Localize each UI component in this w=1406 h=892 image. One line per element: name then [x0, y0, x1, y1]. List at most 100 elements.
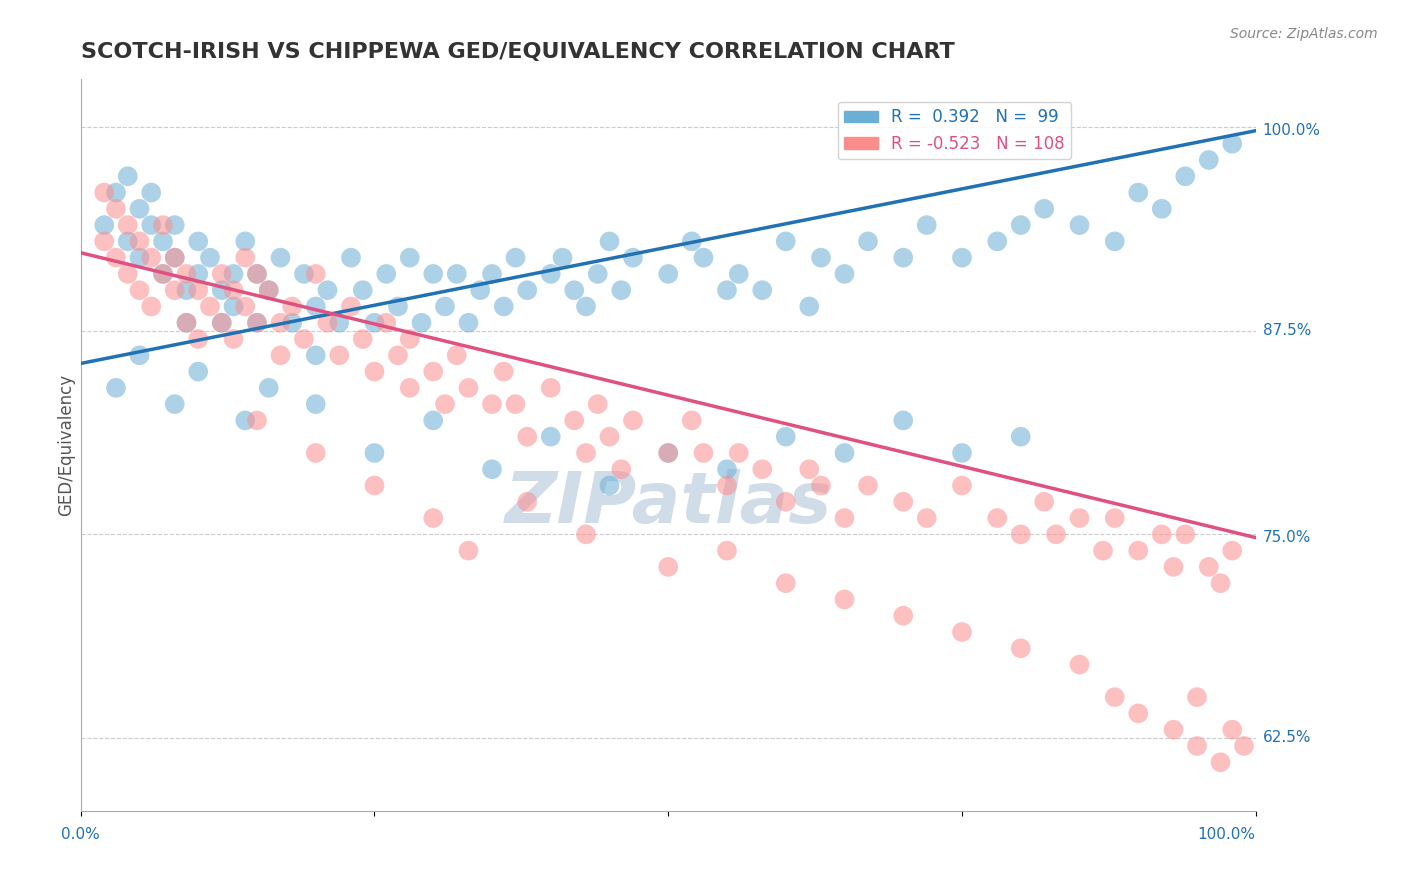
- Chippewa: [246, 316, 269, 330]
- Scotch-Irish: [128, 251, 150, 265]
- Scotch-Irish: [540, 430, 562, 444]
- Scotch-Irish: [810, 251, 832, 265]
- Chippewa: [516, 495, 538, 509]
- Scotch-Irish: [516, 283, 538, 297]
- Scotch-Irish: [152, 235, 174, 249]
- Scotch-Irish: [657, 446, 679, 460]
- Chippewa: [1010, 641, 1032, 656]
- Scotch-Irish: [481, 267, 503, 281]
- Chippewa: [1220, 723, 1243, 737]
- Scotch-Irish: [1010, 430, 1032, 444]
- Chippewa: [152, 218, 174, 232]
- Chippewa: [316, 316, 339, 330]
- Scotch-Irish: [93, 218, 115, 232]
- Chippewa: [257, 283, 280, 297]
- Scotch-Irish: [492, 300, 515, 314]
- Chippewa: [834, 511, 856, 525]
- Chippewa: [187, 283, 209, 297]
- Text: ZIPatlas: ZIPatlas: [505, 469, 832, 538]
- Scotch-Irish: [586, 267, 609, 281]
- Chippewa: [540, 381, 562, 395]
- Scotch-Irish: [363, 316, 385, 330]
- Chippewa: [328, 348, 350, 362]
- Chippewa: [198, 300, 221, 314]
- Scotch-Irish: [152, 267, 174, 281]
- Scotch-Irish: [211, 283, 233, 297]
- Chippewa: [117, 267, 139, 281]
- Chippewa: [516, 430, 538, 444]
- Chippewa: [398, 332, 420, 346]
- Chippewa: [1104, 690, 1126, 705]
- Chippewa: [834, 592, 856, 607]
- Scotch-Irish: [856, 235, 879, 249]
- Scotch-Irish: [562, 283, 585, 297]
- Chippewa: [692, 446, 714, 460]
- Scotch-Irish: [233, 235, 256, 249]
- Chippewa: [269, 316, 291, 330]
- Chippewa: [1209, 756, 1232, 770]
- Chippewa: [681, 413, 703, 427]
- Scotch-Irish: [1128, 186, 1150, 200]
- Scotch-Irish: [222, 300, 245, 314]
- Chippewa: [891, 495, 914, 509]
- Chippewa: [128, 235, 150, 249]
- Chippewa: [562, 413, 585, 427]
- Scotch-Irish: [1104, 235, 1126, 249]
- Chippewa: [446, 348, 468, 362]
- Scotch-Irish: [117, 235, 139, 249]
- Scotch-Irish: [986, 235, 1008, 249]
- Scotch-Irish: [104, 186, 127, 200]
- Scotch-Irish: [233, 413, 256, 427]
- Scotch-Irish: [1220, 136, 1243, 151]
- Scotch-Irish: [834, 446, 856, 460]
- Chippewa: [1104, 511, 1126, 525]
- Chippewa: [104, 251, 127, 265]
- Chippewa: [1185, 690, 1208, 705]
- Text: 100.0%: 100.0%: [1198, 828, 1256, 842]
- Scotch-Irish: [575, 300, 598, 314]
- Legend: R =  0.392   N =  99, R = -0.523   N = 108: R = 0.392 N = 99, R = -0.523 N = 108: [838, 102, 1071, 160]
- Scotch-Irish: [950, 251, 973, 265]
- Chippewa: [1045, 527, 1067, 541]
- Chippewa: [505, 397, 527, 411]
- Chippewa: [775, 576, 797, 591]
- Chippewa: [1233, 739, 1256, 753]
- Scotch-Irish: [657, 267, 679, 281]
- Chippewa: [163, 283, 186, 297]
- Text: 75.0%: 75.0%: [1263, 530, 1310, 545]
- Text: Source: ZipAtlas.com: Source: ZipAtlas.com: [1230, 27, 1378, 41]
- Chippewa: [751, 462, 773, 476]
- Chippewa: [810, 478, 832, 492]
- Chippewa: [457, 381, 479, 395]
- Chippewa: [1010, 527, 1032, 541]
- Chippewa: [433, 397, 456, 411]
- Scotch-Irish: [187, 235, 209, 249]
- Scotch-Irish: [128, 202, 150, 216]
- Chippewa: [950, 478, 973, 492]
- Chippewa: [481, 397, 503, 411]
- Scotch-Irish: [540, 267, 562, 281]
- Chippewa: [222, 332, 245, 346]
- Text: 0.0%: 0.0%: [62, 828, 100, 842]
- Scotch-Irish: [340, 251, 363, 265]
- Scotch-Irish: [246, 267, 269, 281]
- Text: SCOTCH-IRISH VS CHIPPEWA GED/EQUIVALENCY CORRELATION CHART: SCOTCH-IRISH VS CHIPPEWA GED/EQUIVALENCY…: [80, 42, 955, 62]
- Scotch-Irish: [1010, 218, 1032, 232]
- Chippewa: [621, 413, 644, 427]
- Chippewa: [716, 478, 738, 492]
- Scotch-Irish: [751, 283, 773, 297]
- Chippewa: [727, 446, 749, 460]
- Chippewa: [950, 625, 973, 640]
- Scotch-Irish: [799, 300, 821, 314]
- Scotch-Irish: [269, 251, 291, 265]
- Scotch-Irish: [891, 413, 914, 427]
- Chippewa: [128, 283, 150, 297]
- Scotch-Irish: [141, 218, 163, 232]
- Scotch-Irish: [1069, 218, 1091, 232]
- Chippewa: [233, 300, 256, 314]
- Chippewa: [176, 316, 198, 330]
- Chippewa: [1220, 543, 1243, 558]
- Chippewa: [422, 365, 444, 379]
- Scotch-Irish: [915, 218, 938, 232]
- Scotch-Irish: [222, 267, 245, 281]
